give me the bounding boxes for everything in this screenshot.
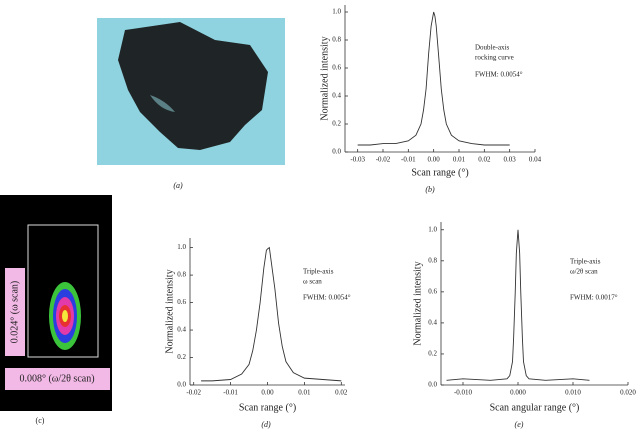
annotation: rocking curve: [475, 54, 514, 62]
omega-label: 0.024° (ω scan): [9, 281, 20, 344]
panel-label: (c): [36, 416, 45, 425]
x-tick-label: 0.00: [428, 156, 441, 164]
x-tick-label: 0.02: [335, 389, 348, 397]
label-box: [5, 268, 25, 356]
crystal: [118, 22, 268, 150]
omega2theta-label: 0.008° (ω/2θ scan): [19, 373, 94, 384]
annotation: FWHM: 0.0054°: [303, 294, 351, 302]
annotation: Triple-axis: [570, 258, 601, 266]
x-axis-label: Scan range (°): [411, 167, 468, 178]
y-tick-label: 0.4: [177, 326, 186, 334]
annotation: FWHM: 0.0054°: [475, 71, 523, 79]
x-tick-label: 0.04: [529, 156, 542, 164]
x-tick-label: 0.010: [565, 389, 581, 397]
x-tick-label: 0.01: [298, 389, 311, 397]
y-tick-label: 0.0: [332, 148, 341, 156]
annotation: ω scan: [303, 278, 322, 286]
label-box: [5, 368, 110, 390]
y-tick-label: 1.0: [177, 243, 186, 251]
y-axis-label: Normalized intensity: [412, 261, 423, 345]
panel-c: 0.024° (ω scan) 0.008° (ω/2θ scan) (c): [0, 195, 112, 425]
x-tick-label: 0.020: [620, 389, 636, 397]
y-axis-label: Normalized intensity: [164, 269, 175, 353]
y-tick-label: 0.8: [428, 256, 437, 264]
annotation: Triple-axis: [303, 268, 334, 276]
y-tick-label: 1.0: [332, 8, 341, 16]
y-tick-label: 0.4: [428, 319, 437, 327]
x-axis-label: Scan range (°): [239, 402, 296, 413]
annotation: FWHM: 0.0017°: [570, 294, 618, 302]
map-frame: [27, 224, 99, 358]
y-tick-label: 0.0: [177, 381, 186, 389]
y-tick-label: 0.6: [332, 64, 341, 72]
x-tick-label: -0.02: [376, 156, 391, 164]
panel-label: (d): [261, 420, 271, 429]
panel-label: (a): [173, 181, 183, 190]
y-tick-label: 0.0: [428, 381, 437, 389]
data-line: [357, 11, 510, 146]
x-tick-label: -0.01: [223, 389, 238, 397]
crystal-highlight: [150, 95, 175, 112]
x-tick-label: 0.00: [261, 389, 274, 397]
y-tick-label: 0.2: [428, 350, 437, 358]
panel-a: (a): [97, 18, 285, 190]
y-tick-label: 0.6: [428, 287, 437, 295]
y-tick-label: 0.4: [332, 92, 341, 100]
y-tick-label: 0.2: [177, 353, 186, 361]
y-tick-label: 1.0: [428, 225, 437, 233]
contour: [62, 310, 68, 322]
x-tick-label: 0.000: [510, 389, 526, 397]
y-tick-label: 0.8: [177, 271, 186, 279]
panel-label: (e): [515, 420, 524, 429]
y-tick-label: 0.6: [177, 298, 186, 306]
y-tick-label: 0.8: [332, 36, 341, 44]
x-tick-label: 0.02: [478, 156, 491, 164]
x-tick-label: -0.01: [401, 156, 416, 164]
y-axis-label: Normalized intensity: [319, 36, 330, 120]
x-tick-label: 0.01: [453, 156, 466, 164]
x-tick-label: -0.02: [186, 389, 201, 397]
x-axis-label: Scan angular range (°): [490, 402, 580, 413]
x-tick-label: -0.03: [350, 156, 365, 164]
annotation: Double-axis: [475, 44, 509, 52]
panel-label: (b): [425, 185, 435, 194]
data-line: [201, 246, 342, 382]
data-line: [446, 229, 590, 381]
x-tick-label: 0.03: [504, 156, 517, 164]
y-tick-label: 0.2: [332, 120, 341, 128]
annotation: ω/2θ scan: [570, 268, 598, 276]
x-tick-label: -0.010: [454, 389, 473, 397]
